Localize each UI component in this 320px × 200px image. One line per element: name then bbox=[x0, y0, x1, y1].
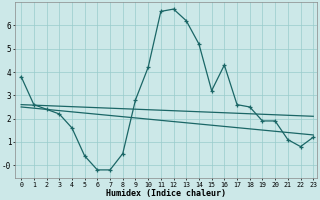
X-axis label: Humidex (Indice chaleur): Humidex (Indice chaleur) bbox=[106, 189, 226, 198]
